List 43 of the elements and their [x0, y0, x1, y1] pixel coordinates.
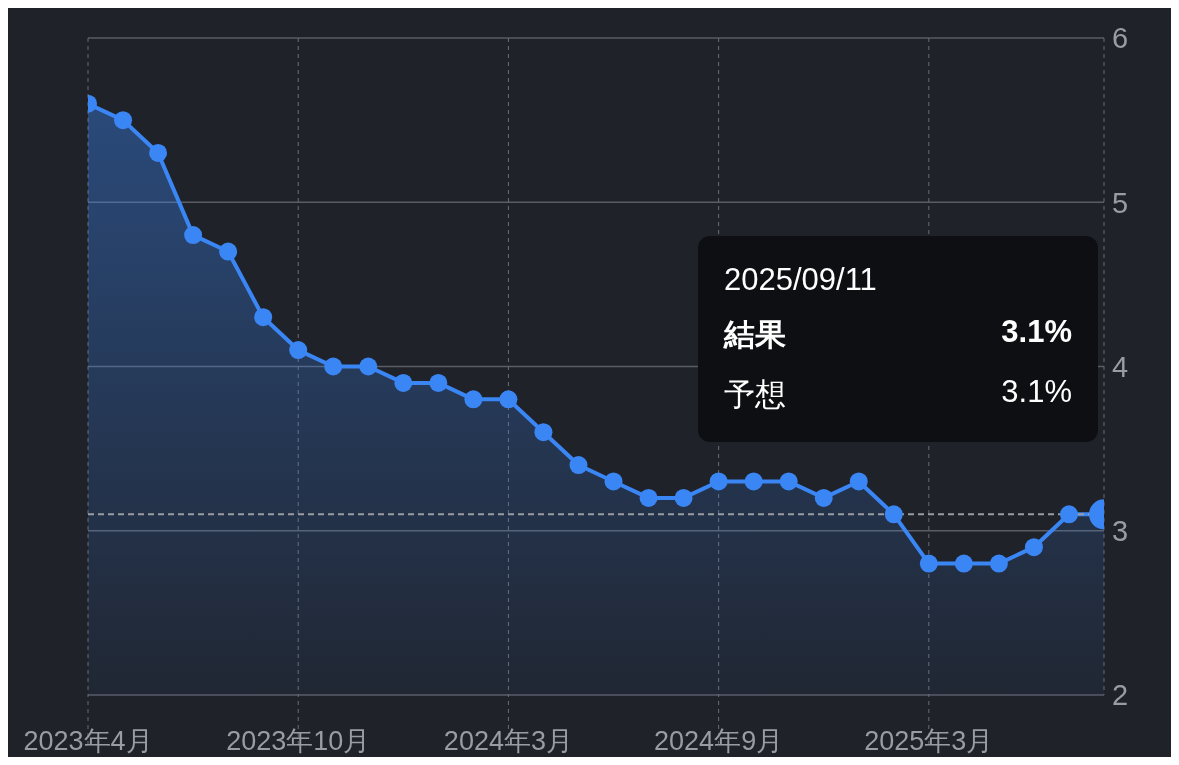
- y-tick-label: 5: [1112, 186, 1129, 219]
- annotation: 結果: [724, 316, 786, 354]
- point: [534, 423, 553, 442]
- point: [289, 341, 308, 360]
- x-tick-label: 2023年10月: [226, 726, 371, 757]
- y-tick-label: 3: [1112, 515, 1129, 548]
- point: [219, 242, 238, 261]
- point: [814, 488, 833, 507]
- point: [709, 472, 728, 491]
- point: [429, 373, 448, 392]
- point: [499, 390, 518, 409]
- point: [254, 308, 273, 327]
- x-tick-label: 2024年3月: [443, 726, 573, 757]
- y-tick-label: 4: [1112, 350, 1129, 383]
- point: [884, 505, 903, 524]
- point: [604, 472, 623, 491]
- annotation: 予想: [724, 376, 786, 414]
- y-tick-label: 2: [1112, 679, 1129, 712]
- point: [149, 143, 168, 162]
- point: [184, 226, 203, 245]
- point: [954, 554, 973, 573]
- point: [849, 472, 868, 491]
- point: [324, 357, 343, 376]
- point: [674, 488, 693, 507]
- annotation: 2025/09/11: [724, 262, 878, 298]
- point: [359, 357, 378, 376]
- point: [394, 373, 413, 392]
- point: [919, 554, 938, 573]
- point: [464, 390, 483, 409]
- annotation: 3.1%: [1001, 374, 1072, 411]
- x-tick-label: 2024年9月: [654, 726, 784, 757]
- annotation: 3.1%: [1001, 314, 1072, 351]
- point: [989, 554, 1008, 573]
- point: [1059, 505, 1078, 524]
- x-tick-label: 2023年4月: [23, 726, 153, 757]
- point: [569, 456, 588, 475]
- x-tick-label: 2025年3月: [864, 726, 994, 757]
- point: [779, 472, 798, 491]
- point: [114, 111, 133, 130]
- point: [639, 488, 658, 507]
- point: [744, 472, 763, 491]
- y-tick-label: 6: [1112, 22, 1129, 55]
- point: [1024, 538, 1043, 557]
